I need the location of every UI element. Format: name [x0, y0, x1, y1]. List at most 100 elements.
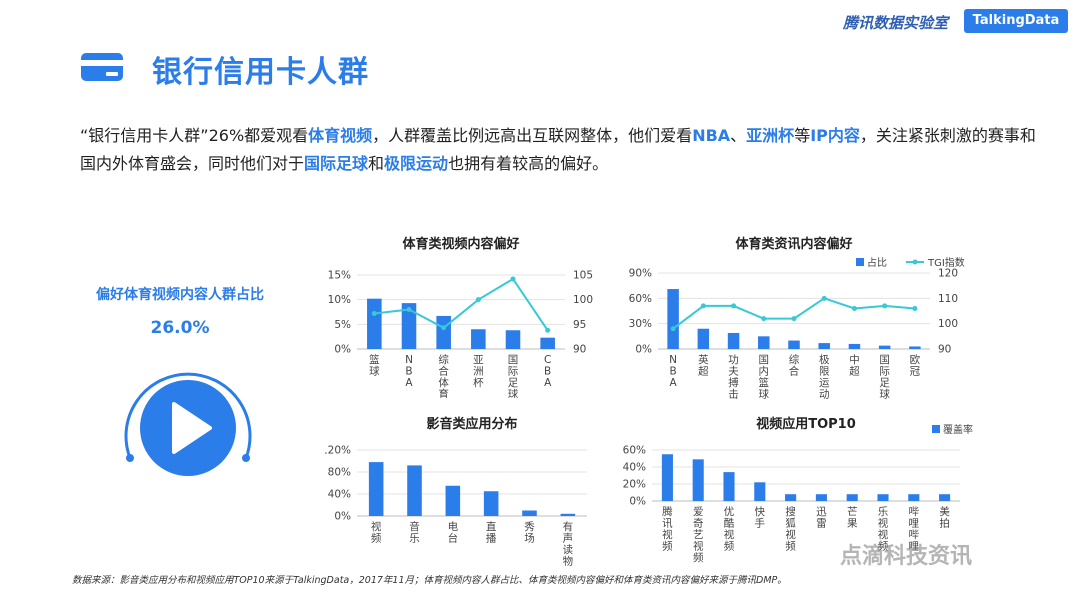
x-tick-label: 酷	[724, 518, 735, 530]
line-point	[510, 276, 516, 282]
x-tick-label: 有	[563, 520, 574, 533]
desc-highlight: 国际足球	[304, 154, 369, 173]
x-tick-label: 合	[789, 365, 800, 378]
line-point	[731, 303, 737, 309]
bar	[727, 332, 740, 349]
bar	[785, 494, 797, 501]
x-tick-label: 动	[819, 389, 830, 401]
x-tick-label: 拍	[939, 517, 950, 530]
y-tick-label: 5%	[334, 319, 351, 331]
y-tick-label: 0%	[635, 344, 652, 356]
kpi-label: 偏好体育视频内容人群占比	[96, 287, 264, 303]
desc-text: ，关注紧张刺激的赛事和国内外体育盛会，同时他们对于	[80, 126, 1036, 173]
bar	[368, 462, 384, 516]
x-tick-label: 功	[728, 354, 739, 366]
desc-text: “银行信用卡人群”26%都爱观看	[80, 126, 309, 145]
x-tick-label: 直	[486, 520, 497, 533]
x-tick-label: 冠	[910, 366, 921, 378]
desc-highlight: 体育视频	[308, 126, 373, 145]
footnote: 数据来源：影音类应用分布和视频应用TOP10来源于TalkingData，201…	[72, 575, 787, 586]
y-tick-label-right: 100	[938, 318, 958, 330]
line-point	[670, 326, 676, 332]
line-point	[700, 303, 706, 309]
chart-sports-video: 体育类视频内容偏好0%5%10%15%9095100105篮球NBA综合体育亚洲…	[328, 236, 593, 399]
x-tick-label: 洲	[473, 366, 484, 378]
x-tick-label: 哔	[909, 528, 920, 541]
x-tick-label: 综	[789, 353, 800, 366]
y-tick-label-right: 110	[938, 293, 958, 305]
x-tick-label: 际	[879, 366, 890, 378]
x-tick-label: 视	[785, 528, 796, 541]
x-tick-label: 视	[878, 528, 889, 541]
y-tick-label: 90%	[629, 268, 652, 280]
bar	[483, 491, 499, 516]
x-tick-label: A	[670, 377, 678, 389]
x-tick-label: 音	[409, 520, 420, 533]
x-tick-label: 亚	[473, 354, 484, 366]
y-tick-label: 0%	[629, 496, 646, 508]
y-tick-label-right: 120	[938, 268, 958, 280]
x-tick-label: 视	[693, 540, 704, 553]
x-tick-label: 视	[878, 517, 889, 530]
bar	[788, 340, 800, 349]
x-tick-label: 搜	[785, 505, 796, 518]
line-point	[761, 316, 767, 322]
bar	[367, 298, 382, 349]
bar	[401, 303, 417, 349]
x-tick-label: 中	[849, 353, 860, 366]
x-tick-label: 国	[508, 354, 519, 366]
y-tick-label-right: 95	[573, 319, 586, 331]
x-tick-label: 合	[438, 365, 449, 378]
bar	[723, 472, 735, 501]
x-tick-label: 篮	[369, 353, 380, 366]
kpi-value: 26.0%	[150, 318, 210, 338]
x-tick-label: N	[405, 354, 413, 366]
line-point	[441, 325, 447, 331]
x-tick-label: 视	[724, 528, 735, 541]
tencent-lab-label: 腾讯数据实验室	[842, 14, 948, 32]
chart-title: 体育类资讯内容偏好	[735, 236, 852, 252]
description: “银行信用卡人群”26%都爱观看体育视频，人群覆盖比例远高出互联网整体，他们爱看…	[80, 122, 1040, 178]
y-tick-label: 0%	[334, 344, 351, 356]
x-tick-label: 读	[563, 543, 574, 556]
bar	[522, 510, 537, 516]
y-tick-label: 40%	[328, 489, 351, 501]
x-tick-label: 频	[371, 532, 382, 545]
credit-card-icon	[81, 53, 123, 81]
desc-text: 等	[794, 126, 811, 145]
bar	[692, 459, 704, 501]
line-point	[406, 307, 412, 313]
x-tick-label: N	[669, 354, 677, 366]
chart-title: 影音类应用分布	[426, 416, 517, 432]
y-tick-label: 10%	[328, 294, 351, 306]
x-tick-label: 篮	[759, 376, 770, 389]
y-tick-label-right: 105	[573, 270, 593, 282]
x-tick-label: 视	[371, 520, 382, 533]
x-tick-label: 超	[698, 365, 709, 378]
y-tick-label: 120%	[325, 445, 351, 457]
x-tick-label: 秀	[524, 521, 535, 533]
y-tick-label: 20%	[623, 479, 646, 491]
bar	[939, 494, 951, 501]
y-tick-label: 60%	[623, 445, 646, 457]
x-tick-label: 超	[849, 365, 860, 378]
x-tick-label: 球	[879, 388, 890, 401]
bar	[908, 494, 920, 501]
bar	[540, 337, 555, 349]
bar	[407, 465, 422, 516]
bar	[445, 485, 461, 516]
x-tick-label: 球	[508, 388, 519, 399]
x-tick-label: B	[670, 366, 677, 378]
y-tick-label: 0%	[334, 511, 351, 523]
legend-label: 占比	[867, 256, 887, 269]
series-line	[672, 297, 915, 330]
x-tick-label: 际	[508, 366, 519, 378]
x-tick-label: 搏	[728, 376, 739, 389]
x-tick-label: 果	[847, 518, 858, 530]
legend-bar-swatch	[932, 425, 940, 433]
bar	[697, 328, 710, 349]
x-tick-label: 台	[448, 532, 459, 545]
top-bar: 腾讯数据实验室 TalkingData	[0, 0, 1080, 42]
x-tick-label: 极	[819, 353, 830, 366]
x-tick-label: 频	[662, 540, 673, 553]
